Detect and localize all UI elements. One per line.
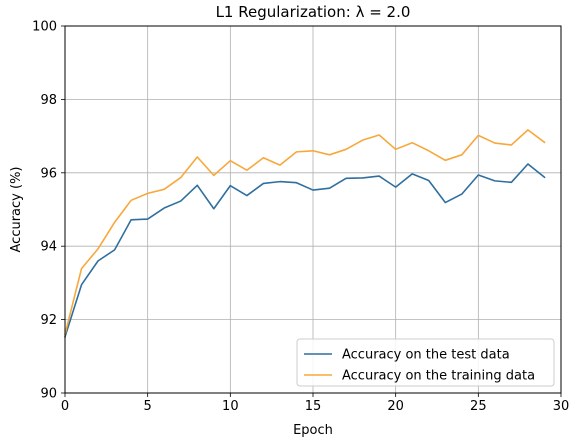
series-line-training: [64, 129, 546, 336]
x-tick-label: 25: [470, 399, 487, 414]
series-lines: [63, 129, 546, 338]
x-tick-label: 0: [61, 399, 69, 414]
y-tick-label: 98: [40, 93, 57, 108]
x-tick-label: 30: [553, 399, 570, 414]
x-axis-label: Epoch: [293, 423, 333, 438]
x-tick-label: 10: [222, 399, 239, 414]
series-line-test: [63, 163, 546, 338]
x-tick-label: 15: [305, 399, 322, 414]
y-tick-label: 100: [32, 20, 57, 35]
ticks: 0 5 10 15 20 25 30 90 92 94 96 98 100: [32, 20, 569, 415]
y-tick-label: 94: [40, 240, 57, 255]
legend-label-training: Accuracy on the training data: [342, 369, 535, 384]
y-tick-label: 92: [40, 313, 57, 328]
y-tick-label: 96: [40, 166, 57, 181]
legend: Accuracy on the test data Accuracy on the…: [296, 338, 555, 387]
y-tick-label: 90: [40, 387, 57, 402]
legend-box: [296, 338, 555, 387]
x-tick-label: 5: [144, 399, 152, 414]
x-tick-label: 20: [387, 399, 404, 414]
chart-title: L1 Regularization: λ = 2.0: [216, 3, 411, 21]
y-axis-label: Accuracy (%): [9, 167, 24, 253]
legend-label-test: Accuracy on the test data: [342, 348, 510, 363]
